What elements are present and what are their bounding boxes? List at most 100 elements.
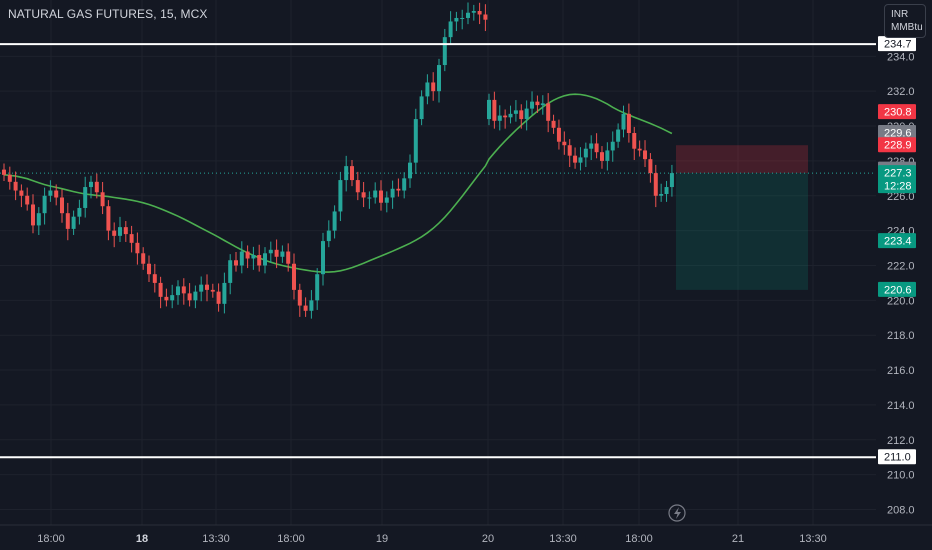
- price-tick-label: 226.0: [887, 191, 915, 203]
- candle: [648, 153, 653, 183]
- candle: [332, 205, 337, 239]
- candle: [268, 241, 273, 263]
- currency-label: INR: [891, 9, 909, 20]
- candle: [583, 142, 588, 168]
- candle: [664, 180, 669, 202]
- time-tick-label: 21: [732, 533, 744, 545]
- candle: [589, 135, 594, 161]
- price-tick-label: 220.0: [887, 295, 915, 307]
- candle: [653, 164, 658, 208]
- target-zone: [676, 173, 808, 290]
- candle: [158, 276, 163, 309]
- candle: [384, 191, 389, 213]
- moving-average-line: [3, 93, 673, 273]
- candle: [477, 2, 482, 25]
- candle: [659, 183, 664, 202]
- candle: [437, 58, 441, 103]
- candle: [487, 93, 491, 126]
- candle: [263, 247, 267, 274]
- candle: [141, 247, 146, 270]
- time-tick-label: 18:00: [277, 533, 305, 545]
- candle: [13, 171, 18, 201]
- candle: [42, 187, 47, 225]
- currency-unit-button[interactable]: INR MMBtu: [884, 4, 926, 38]
- candle: [2, 163, 6, 181]
- candle: [492, 91, 497, 129]
- candle: [60, 189, 64, 223]
- price-tick-label: 234.0: [887, 51, 915, 63]
- candle: [239, 241, 244, 274]
- price-label: 229.6: [878, 125, 916, 141]
- candle: [540, 95, 545, 115]
- candle: [626, 103, 631, 143]
- candle: [373, 182, 378, 204]
- candle: [210, 283, 215, 298]
- candle: [187, 283, 192, 307]
- price-label-value: 228.9: [884, 140, 912, 152]
- candle: [118, 216, 122, 242]
- candle: [643, 140, 648, 168]
- candle: [390, 180, 395, 209]
- unit-label: MMBtu: [891, 22, 923, 33]
- candle: [94, 173, 99, 199]
- candle: [402, 172, 407, 199]
- candle: [71, 210, 76, 235]
- time-tick-label: 13:30: [202, 533, 230, 545]
- replay-button[interactable]: [668, 504, 686, 522]
- candle: [228, 254, 233, 295]
- candle: [106, 200, 111, 241]
- time-tick-label: 18:00: [37, 533, 65, 545]
- time-tick-label: 13:30: [799, 533, 827, 545]
- grid: [0, 0, 876, 525]
- candle: [83, 176, 88, 218]
- candle: [129, 225, 134, 253]
- candle: [100, 181, 105, 215]
- candle: [65, 202, 70, 241]
- candle: [181, 278, 186, 305]
- time-tick-label: 20: [482, 533, 494, 545]
- candle: [193, 285, 198, 309]
- price-tick-label: 222.0: [887, 260, 915, 272]
- candle: [551, 114, 556, 134]
- symbol-title[interactable]: NATURAL GAS FUTURES, 15, MCX: [8, 7, 208, 21]
- candle: [567, 139, 572, 168]
- short-position-tool[interactable]: [0, 145, 876, 290]
- candle: [297, 283, 302, 317]
- candle: [303, 297, 308, 317]
- candle: [573, 147, 578, 169]
- candle: [379, 180, 383, 211]
- price-label: 234.7: [878, 36, 916, 52]
- price-tick-label: 214.0: [887, 400, 915, 412]
- candle: [7, 166, 12, 190]
- candle: [413, 108, 418, 174]
- time-axis[interactable]: 18:00 18 13:30 18:00 19 20 13:30 18:00 21 13:30: [37, 533, 827, 545]
- price-label: 227.312:28: [878, 165, 916, 194]
- candle: [466, 2, 470, 25]
- candle: [605, 142, 610, 171]
- candle: [257, 244, 262, 272]
- candle: [152, 263, 157, 293]
- candle: [497, 105, 502, 131]
- time-tick-label: 18:00: [625, 533, 653, 545]
- time-tick-label: 18: [136, 533, 148, 545]
- candle: [594, 133, 599, 159]
- candle: [292, 253, 296, 300]
- candle: [513, 100, 518, 122]
- candle: [54, 184, 59, 206]
- lightning-icon: [674, 507, 681, 519]
- candle: [123, 221, 128, 242]
- price-label-value: 227.3: [884, 168, 912, 180]
- candle: [315, 268, 320, 310]
- candle: [503, 109, 508, 129]
- candle: [205, 274, 209, 302]
- candle: [355, 171, 360, 201]
- candle: [135, 232, 140, 265]
- candles: [2, 2, 674, 319]
- price-tick-label: 208.0: [887, 505, 915, 517]
- horizontal-lines[interactable]: [0, 43, 876, 459]
- candle: [350, 160, 354, 187]
- candle: [321, 232, 325, 286]
- candle: [431, 72, 436, 101]
- candle: [25, 187, 30, 211]
